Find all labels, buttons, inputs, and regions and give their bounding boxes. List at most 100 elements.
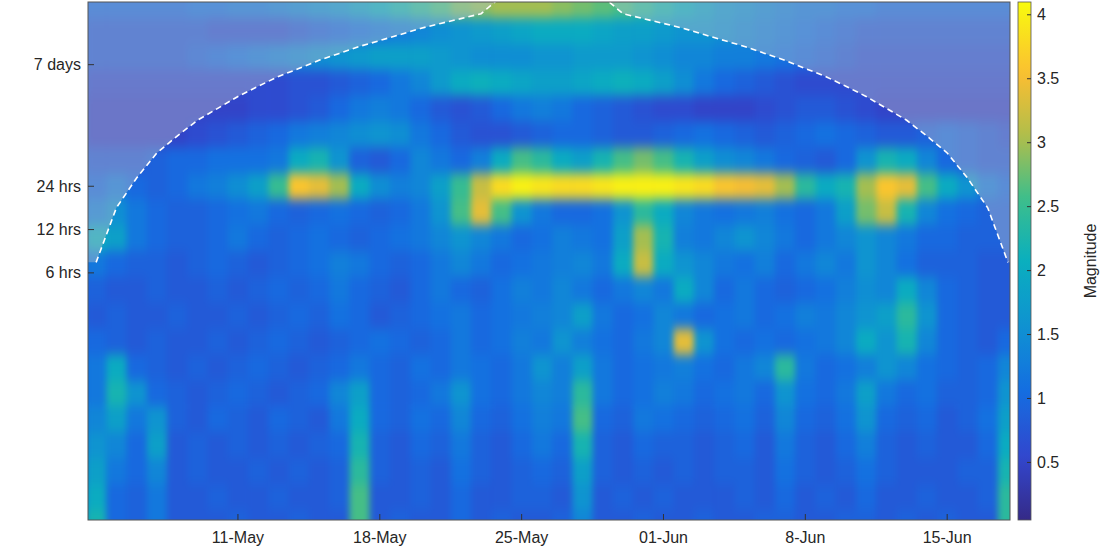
- heat-cell: [451, 122, 472, 149]
- heat-cell: [329, 96, 350, 122]
- heat-cell: [795, 458, 816, 484]
- heat-cell: [815, 484, 836, 510]
- heat-cell: [390, 199, 411, 225]
- heat-cell: [613, 173, 634, 199]
- heat-cell: [106, 406, 127, 432]
- heat-cell: [491, 510, 512, 520]
- heat-cell: [248, 173, 269, 199]
- heat-cell: [694, 458, 715, 484]
- heat-cell: [815, 510, 836, 520]
- heat-cell: [532, 251, 553, 277]
- heat-cell: [775, 96, 796, 122]
- heat-cell: [228, 381, 249, 407]
- heat-cell: [856, 458, 877, 484]
- heat-cell: [532, 199, 553, 225]
- heat-cell: [187, 329, 208, 355]
- heat-cell: [795, 355, 816, 382]
- heat-cell: [532, 18, 553, 44]
- heat-cell: [552, 122, 573, 149]
- heat-cell: [593, 225, 614, 252]
- heat-cell: [390, 70, 411, 96]
- heat-cell: [552, 329, 573, 355]
- heat-cell: [653, 277, 674, 304]
- heat-cell: [897, 277, 918, 304]
- x-tick-label: 8-Jun: [785, 529, 825, 546]
- heat-cell: [147, 225, 168, 252]
- heat-cell: [451, 458, 472, 484]
- heat-cell: [613, 70, 634, 96]
- heat-cell: [775, 70, 796, 96]
- heat-cell: [512, 510, 533, 520]
- heat-cell: [309, 70, 330, 96]
- heat-cell: [309, 199, 330, 225]
- heat-cell: [552, 355, 573, 382]
- heat-cell: [815, 147, 836, 174]
- heat-cell: [998, 329, 1010, 355]
- heat-cell: [572, 329, 593, 355]
- heat-cell: [572, 70, 593, 96]
- heat-cell: [147, 199, 168, 225]
- heat-cell: [106, 510, 127, 520]
- heat-cell: [755, 510, 776, 520]
- heat-cell: [268, 432, 289, 459]
- colorbar-tick: [1027, 398, 1031, 399]
- heat-cell: [390, 173, 411, 199]
- heat-cell: [734, 225, 755, 252]
- heat-cell: [471, 122, 492, 149]
- heat-cell: [917, 432, 938, 459]
- heat-cell: [248, 122, 269, 149]
- heat-cell: [653, 510, 674, 520]
- heat-cell: [633, 303, 654, 330]
- heat-cell: [289, 70, 310, 96]
- heat-cell: [775, 484, 796, 510]
- heat-cell: [289, 458, 310, 484]
- heat-cell: [593, 277, 614, 304]
- heat-cell: [957, 510, 978, 520]
- heat-cell: [593, 458, 614, 484]
- heat-cell: [370, 381, 391, 407]
- heat-cell: [471, 484, 492, 510]
- heat-cell: [937, 277, 958, 304]
- heat-cell: [633, 96, 654, 122]
- heat-cell: [572, 355, 593, 382]
- heat-cell: [471, 277, 492, 304]
- heat-cell: [512, 251, 533, 277]
- colorbar-tick: [1027, 142, 1031, 143]
- heat-cell: [856, 303, 877, 330]
- heat-cell: [978, 484, 999, 510]
- heat-cell: [572, 251, 593, 277]
- heat-cell: [694, 251, 715, 277]
- heat-cell: [248, 199, 269, 225]
- heat-cell: [208, 355, 229, 382]
- heat-cell: [451, 70, 472, 96]
- heat-cell: [329, 277, 350, 304]
- heat-cell: [897, 329, 918, 355]
- heat-cell: [836, 96, 857, 122]
- heat-cell: [633, 147, 654, 174]
- heat-cell: [613, 44, 634, 70]
- heat-cell: [613, 199, 634, 225]
- heat-cell: [208, 329, 229, 355]
- heat-cell: [451, 510, 472, 520]
- heat-cell: [532, 381, 553, 407]
- heat-cell: [349, 432, 370, 459]
- heat-cell: [998, 484, 1010, 510]
- heat-cell: [167, 432, 188, 459]
- heat-cell: [633, 251, 654, 277]
- heat-cell: [734, 70, 755, 96]
- heat-cell: [734, 406, 755, 432]
- heat-cell: [815, 251, 836, 277]
- heat-cell: [248, 329, 269, 355]
- heat-cell: [309, 432, 330, 459]
- heat-cell: [572, 303, 593, 330]
- heat-cell: [106, 381, 127, 407]
- heat-cell: [734, 458, 755, 484]
- heat-cell: [127, 406, 148, 432]
- heat-cell: [390, 96, 411, 122]
- heat-cell: [876, 251, 897, 277]
- heat-cell: [187, 147, 208, 174]
- heat-cell: [349, 225, 370, 252]
- heat-cell: [593, 251, 614, 277]
- heat-cell: [552, 251, 573, 277]
- heat-cell: [917, 251, 938, 277]
